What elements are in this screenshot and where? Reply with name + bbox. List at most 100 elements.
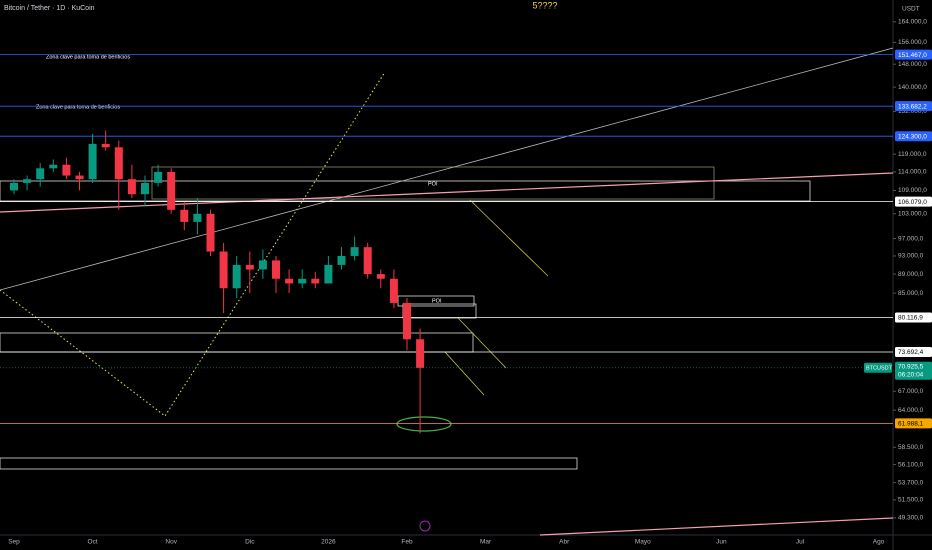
y-tick-label: 103.000,0 — [898, 211, 927, 218]
symbol-title[interactable]: Bitcoin / Tether · 1D · KuCoin — [4, 5, 95, 12]
price-tag-label: 73.692,4 — [898, 349, 924, 356]
candle-body — [416, 339, 425, 368]
candle-body — [88, 143, 97, 180]
y-tick-label: 58.500,0 — [898, 444, 924, 451]
arrow — [444, 351, 485, 396]
candle-body — [258, 260, 267, 270]
y-tick-label: 132.000,0 — [898, 108, 927, 115]
candle-body — [101, 143, 110, 148]
currency-label[interactable]: USDT — [902, 6, 920, 13]
candle-body — [10, 182, 18, 191]
candle-body — [49, 164, 58, 169]
candle-body — [350, 247, 359, 256]
x-tick-label: Oct — [88, 539, 98, 546]
y-tick-label: 109.000,0 — [898, 187, 927, 194]
annotation: Zona clave para toma de benficios — [36, 104, 120, 110]
y-tick-label: 93.000,0 — [898, 253, 924, 260]
candle-body — [154, 171, 163, 183]
countdown: 06:20:04 — [898, 372, 924, 379]
candle-body — [403, 302, 411, 340]
highlight-ellipse — [396, 416, 452, 432]
arrow — [469, 199, 549, 277]
last-price-label: 70.925,5 — [898, 364, 924, 371]
x-tick-label: Dic — [245, 539, 255, 546]
candle-body — [36, 168, 45, 180]
event-icon[interactable] — [419, 520, 431, 532]
candle-body — [141, 182, 149, 195]
price-tag-label: 124.300,0 — [898, 133, 927, 140]
price-tag-label: 151.467,0 — [898, 52, 927, 59]
candle-body — [62, 164, 71, 176]
annotation: Zona clave para toma de benficios — [46, 54, 130, 60]
candle-body — [245, 264, 254, 270]
price-tag-label: 106.079,0 — [898, 199, 927, 206]
x-tick-label: Feb — [401, 539, 413, 546]
candle-body — [219, 251, 228, 289]
y-tick-label: 85.000,0 — [898, 290, 924, 297]
x-tick-label: Mar — [480, 539, 492, 546]
y-tick-label: 67.000,0 — [898, 388, 924, 395]
x-tick-label: Mayo — [635, 539, 651, 546]
x-tick-label: Abr — [559, 539, 570, 546]
y-tick-label: 164.000,0 — [898, 19, 927, 26]
zone-box — [0, 457, 578, 470]
y-tick-label: 51.500,0 — [898, 497, 924, 504]
candle-body — [389, 278, 398, 303]
y-tick-label: 89.000,0 — [898, 271, 924, 278]
price-tag-label: 80.116,9 — [898, 315, 923, 322]
drawings — [0, 47, 894, 536]
candle-body — [75, 175, 84, 180]
trend-line — [0, 172, 894, 213]
annotation: POI — [432, 298, 442, 304]
price-tag — [895, 131, 932, 142]
candle-body — [285, 278, 294, 284]
x-tick-label: 2026 — [321, 539, 336, 546]
price-tag — [895, 312, 932, 323]
y-tick-label: 114.000,0 — [898, 169, 927, 176]
y-tick-label: 53.700,0 — [898, 479, 924, 486]
price-tag-label: 133.682,2 — [898, 103, 927, 110]
price-tag — [895, 418, 932, 429]
candle-body — [311, 278, 320, 284]
price-tag — [895, 196, 932, 207]
y-tick-label: 56.100,0 — [898, 461, 924, 468]
last-price-tag — [895, 361, 932, 380]
zone-box — [151, 166, 715, 200]
trend-line — [539, 517, 894, 536]
price-tag-label: 61.988,1 — [898, 421, 924, 428]
last-price-name-tag — [864, 362, 892, 373]
x-tick-label: Jul — [796, 539, 805, 546]
y-tick-label: 119.000,0 — [898, 151, 927, 158]
candle-body — [376, 274, 385, 279]
chart-title: 5???? — [532, 0, 557, 10]
candle-body — [324, 264, 333, 284]
candle-body — [23, 179, 32, 183]
zone-box — [397, 295, 475, 307]
last-price-name: BTCUSDT — [866, 366, 893, 372]
price-tag — [895, 49, 932, 60]
price-tag — [895, 101, 932, 112]
annotation: POI — [428, 181, 438, 187]
x-tick-label: Jun — [716, 539, 727, 546]
projection-path — [0, 71, 386, 417]
candle-body — [167, 171, 176, 210]
candle-body — [337, 255, 346, 265]
y-tick-label: 49.300,0 — [898, 515, 924, 522]
candle-body — [232, 264, 241, 289]
y-tick-label: 97.000,0 — [898, 235, 924, 242]
y-tick-label: 64.000,0 — [898, 407, 924, 414]
x-tick-label: Sep — [8, 539, 20, 546]
candle-body — [193, 213, 202, 222]
y-tick-label: 156.000,0 — [898, 39, 927, 46]
candle-body — [272, 260, 280, 279]
candle-body — [180, 209, 189, 222]
trend-line — [0, 47, 894, 291]
arrow — [457, 317, 507, 369]
candle-body — [298, 278, 307, 284]
y-tick-label: 148.000,0 — [898, 61, 927, 68]
price-tag — [895, 346, 932, 357]
zone-box — [0, 180, 811, 202]
y-tick-label: 140.000,0 — [898, 84, 927, 91]
